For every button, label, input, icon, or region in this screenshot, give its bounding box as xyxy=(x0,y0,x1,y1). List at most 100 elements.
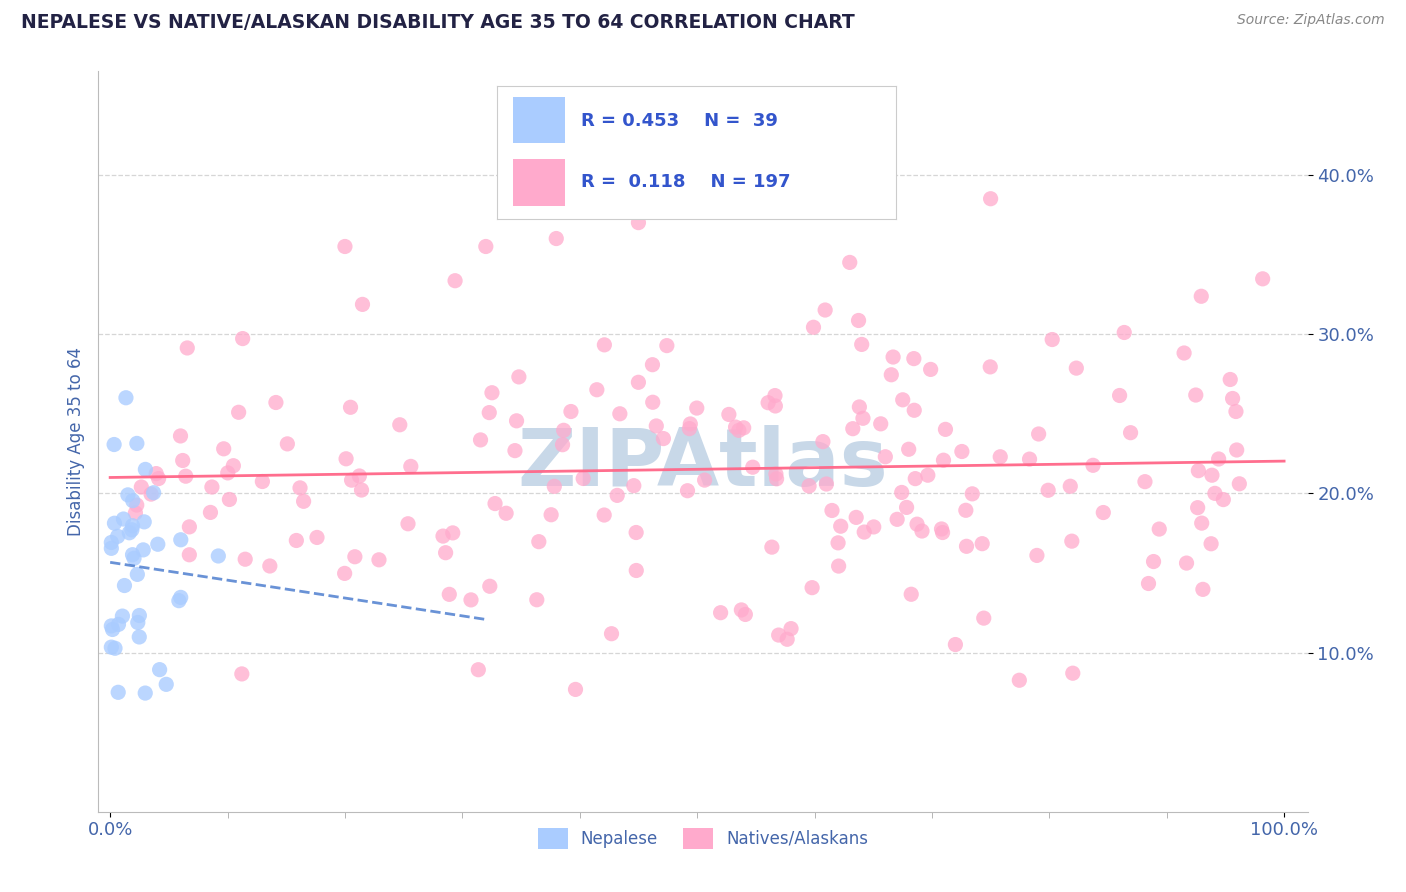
Point xyxy=(546,231,568,245)
Point xyxy=(505,414,527,428)
Point xyxy=(121,523,143,537)
Point xyxy=(1222,392,1244,406)
Point xyxy=(1119,425,1142,440)
Point xyxy=(340,473,363,487)
Point xyxy=(678,422,700,436)
Point xyxy=(503,443,526,458)
Point xyxy=(686,401,709,415)
Point xyxy=(508,370,530,384)
Point xyxy=(756,395,779,409)
Point xyxy=(1062,666,1084,681)
Point xyxy=(122,551,145,566)
Point xyxy=(853,524,876,539)
Point xyxy=(432,529,454,543)
Point xyxy=(586,383,609,397)
Point xyxy=(1189,289,1212,303)
Point xyxy=(339,401,361,415)
Point xyxy=(564,682,586,697)
Y-axis label: Disability Age 35 to 64: Disability Age 35 to 64 xyxy=(66,347,84,536)
Point xyxy=(814,303,837,318)
Point xyxy=(118,525,141,540)
Point xyxy=(1137,576,1160,591)
Point xyxy=(201,480,224,494)
Point xyxy=(333,566,356,581)
Point xyxy=(1108,388,1130,402)
Point xyxy=(1201,468,1223,483)
Point xyxy=(434,546,457,560)
Point xyxy=(903,351,925,366)
Point xyxy=(1028,427,1050,442)
Point xyxy=(686,152,709,166)
Point xyxy=(200,505,222,519)
Point xyxy=(396,516,419,531)
Point xyxy=(1226,442,1249,457)
Point xyxy=(761,540,783,554)
Point xyxy=(104,641,127,656)
Point xyxy=(444,274,467,288)
Point xyxy=(652,432,675,446)
Point xyxy=(979,359,1001,374)
Point xyxy=(335,451,357,466)
Point xyxy=(838,255,860,269)
Point xyxy=(1142,555,1164,569)
Point xyxy=(627,216,650,230)
Point xyxy=(441,525,464,540)
Point xyxy=(1212,492,1234,507)
Point xyxy=(811,434,834,449)
Point xyxy=(886,512,908,526)
Point xyxy=(101,623,124,637)
Point xyxy=(107,617,129,632)
Point xyxy=(1204,486,1226,500)
Point xyxy=(179,548,201,562)
Point xyxy=(734,607,756,622)
Point xyxy=(917,468,939,483)
Point xyxy=(484,497,506,511)
Point xyxy=(880,368,903,382)
Point xyxy=(693,473,716,487)
Point xyxy=(962,487,984,501)
Point xyxy=(169,429,191,443)
Point xyxy=(727,423,749,437)
Point xyxy=(121,493,143,508)
Point xyxy=(572,471,595,485)
Point xyxy=(115,391,138,405)
Point xyxy=(972,537,994,551)
Point xyxy=(1008,673,1031,688)
Point xyxy=(349,469,371,483)
Point xyxy=(1114,326,1136,340)
Point xyxy=(950,444,973,458)
Point xyxy=(1219,372,1241,386)
Point xyxy=(551,438,574,452)
Text: NEPALESE VS NATIVE/ALASKAN DISABILITY AGE 35 TO 64 CORRELATION CHART: NEPALESE VS NATIVE/ALASKAN DISABILITY AG… xyxy=(21,13,855,32)
Point xyxy=(676,483,699,498)
Point xyxy=(131,480,153,494)
Point xyxy=(845,510,868,524)
Point xyxy=(593,338,616,352)
Point xyxy=(1187,464,1209,478)
Point xyxy=(911,524,934,538)
Point xyxy=(527,534,550,549)
Point xyxy=(1208,452,1230,467)
Point xyxy=(107,529,129,543)
Point xyxy=(891,392,914,407)
Point xyxy=(460,593,482,607)
Point xyxy=(388,417,411,432)
Point xyxy=(1227,476,1250,491)
Point xyxy=(848,400,870,414)
Point xyxy=(292,494,315,508)
Point xyxy=(641,358,664,372)
Point xyxy=(107,685,129,699)
Point xyxy=(100,541,122,556)
Point xyxy=(815,477,838,491)
Point xyxy=(741,460,763,475)
Point xyxy=(467,663,489,677)
Point xyxy=(801,581,824,595)
Point xyxy=(862,520,884,534)
Point xyxy=(343,549,366,564)
Point xyxy=(212,442,235,456)
Point xyxy=(1059,479,1081,493)
Point xyxy=(955,503,977,517)
Point xyxy=(276,437,298,451)
Point xyxy=(903,403,925,417)
Point xyxy=(797,479,820,493)
